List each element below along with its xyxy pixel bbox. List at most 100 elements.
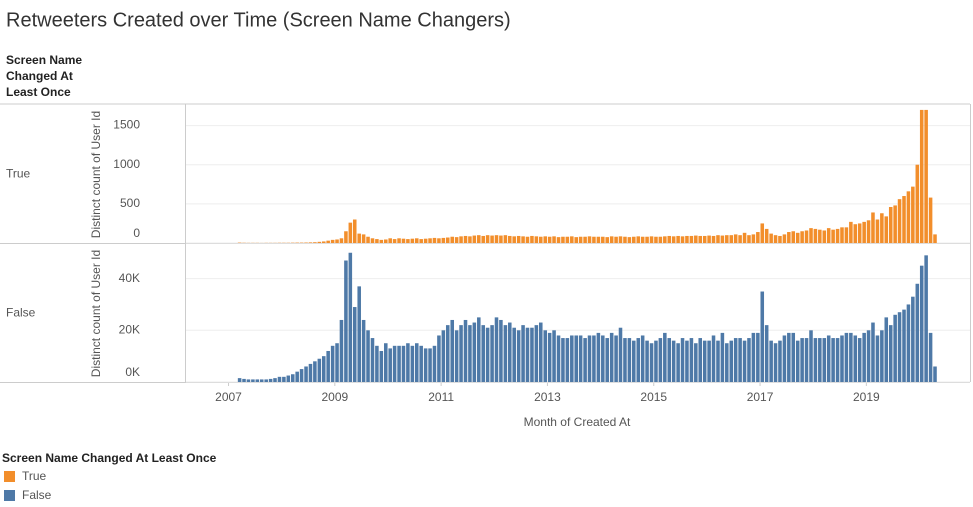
bar	[512, 236, 516, 243]
bar	[676, 235, 680, 243]
bar	[911, 186, 915, 243]
bar	[875, 335, 880, 382]
bar	[583, 338, 587, 382]
bar	[897, 199, 902, 243]
bar	[924, 109, 928, 244]
bar	[725, 343, 729, 382]
bar	[246, 379, 251, 382]
bar	[352, 219, 357, 243]
bar	[516, 330, 521, 382]
bar	[791, 231, 796, 243]
bar	[627, 237, 632, 243]
bar	[441, 237, 446, 243]
bar	[862, 221, 866, 243]
bar	[849, 221, 853, 243]
bar	[539, 322, 543, 382]
bar	[640, 335, 645, 382]
bar	[875, 219, 880, 243]
bar	[472, 235, 477, 243]
bar	[919, 265, 924, 382]
bar	[711, 235, 716, 243]
bar	[831, 229, 835, 243]
bar	[352, 307, 357, 382]
bar	[574, 335, 578, 382]
bar	[503, 325, 508, 382]
bar	[915, 283, 920, 382]
bar	[344, 231, 348, 243]
bar	[636, 338, 641, 382]
bar	[649, 343, 654, 382]
bar	[525, 327, 530, 382]
bar	[370, 238, 375, 243]
bar	[804, 338, 809, 382]
row-header: Least Once	[6, 85, 71, 99]
bar	[472, 322, 477, 382]
bar	[521, 325, 525, 382]
bar	[787, 332, 791, 382]
bar	[259, 379, 264, 382]
y-tick-label: 20K	[119, 322, 140, 336]
bar	[401, 345, 406, 382]
bar	[795, 232, 800, 243]
bar	[379, 350, 384, 382]
bar	[423, 238, 428, 243]
bar	[707, 235, 711, 243]
bar	[720, 332, 725, 382]
bar	[401, 238, 406, 243]
bar	[477, 317, 481, 382]
bar	[366, 330, 370, 382]
bar	[654, 236, 658, 243]
bar	[503, 235, 508, 243]
bar	[397, 345, 401, 382]
bar	[321, 356, 326, 382]
bar	[255, 379, 260, 382]
bar	[658, 236, 663, 243]
bar	[773, 235, 778, 243]
bar	[481, 325, 485, 382]
row-header: Changed At	[6, 69, 73, 83]
bar	[663, 332, 667, 382]
bar	[636, 236, 641, 243]
bar	[685, 235, 689, 243]
bar	[809, 330, 813, 382]
bar	[800, 338, 804, 382]
bar	[857, 223, 862, 243]
bar	[716, 340, 720, 382]
bar	[596, 332, 601, 382]
bar	[924, 255, 928, 382]
bar	[570, 236, 574, 243]
bar	[760, 223, 765, 243]
bar	[902, 309, 906, 382]
bar	[397, 238, 401, 243]
bar	[893, 314, 897, 382]
bar	[822, 230, 827, 243]
bar	[813, 228, 818, 243]
bar	[884, 317, 889, 382]
bar	[392, 239, 397, 243]
y-tick-label: 0K	[125, 365, 140, 379]
bar	[871, 212, 875, 243]
bar	[499, 235, 503, 243]
bar	[423, 348, 428, 382]
y-tick-label: 500	[120, 196, 140, 210]
bar	[543, 236, 548, 243]
bar	[348, 252, 353, 382]
bar	[370, 338, 375, 382]
bar	[414, 238, 419, 243]
bar	[884, 216, 889, 243]
bar	[685, 340, 689, 382]
bar	[242, 378, 246, 382]
row-label: True	[6, 167, 31, 181]
bar	[778, 340, 782, 382]
bar	[596, 236, 601, 243]
x-tick-label: 2019	[853, 390, 880, 404]
bar	[361, 234, 366, 243]
bar	[414, 343, 419, 382]
bar	[485, 235, 490, 243]
bar	[614, 236, 618, 243]
bar	[556, 335, 561, 382]
bar	[742, 232, 747, 243]
bar	[282, 376, 286, 382]
bar	[818, 229, 822, 243]
bar	[432, 237, 437, 243]
